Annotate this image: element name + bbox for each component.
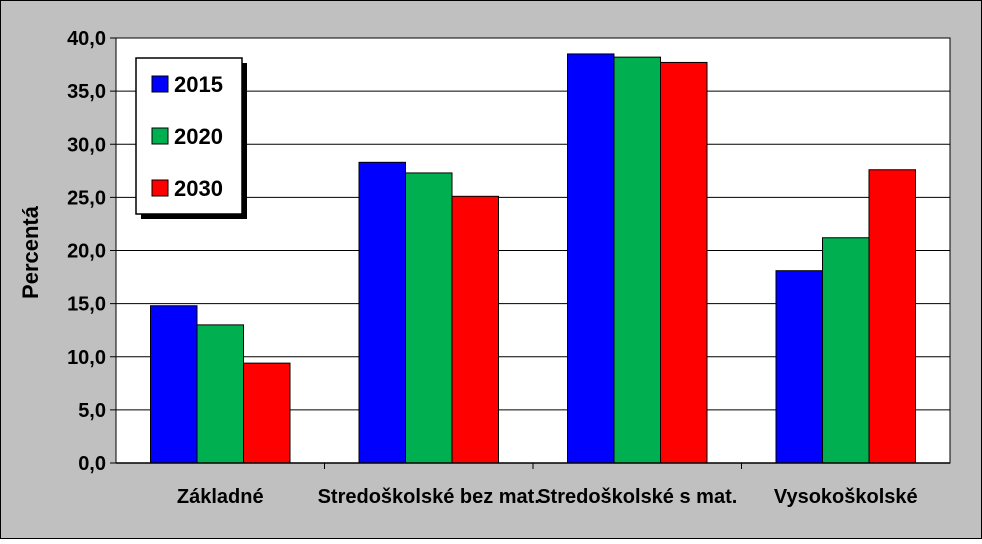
bar-2015 — [150, 305, 198, 464]
x-tick-label: Stredoškolské s mat. — [537, 486, 737, 508]
bar-2015 — [775, 270, 823, 464]
x-tick-label: Základné — [177, 486, 264, 508]
x-tick-label: Stredoškolské bez mat. — [318, 486, 540, 508]
legend-swatch-2020 — [151, 127, 169, 145]
y-axis-label: Percentá — [18, 205, 43, 299]
legend-swatch-2030 — [151, 179, 169, 197]
y-tick-label: 35,0 — [67, 81, 106, 103]
bar-2020 — [613, 56, 661, 464]
bar-2030 — [660, 61, 708, 464]
bar-2015 — [358, 161, 406, 464]
y-tick-label: 0,0 — [78, 453, 106, 475]
y-tick-label: 15,0 — [67, 294, 106, 316]
legend-label: 2015 — [174, 72, 223, 97]
y-tick-label: 30,0 — [67, 134, 106, 156]
legend-label: 2020 — [174, 124, 223, 149]
y-tick-label: 20,0 — [67, 241, 106, 263]
bar-2015 — [567, 53, 615, 464]
y-tick-label: 5,0 — [78, 400, 106, 422]
bar-2020 — [822, 237, 870, 464]
bar-2030 — [868, 169, 916, 464]
bar-2030 — [243, 362, 291, 464]
bar-2030 — [451, 195, 499, 464]
legend-swatch-2015 — [151, 75, 169, 93]
bar-2020 — [405, 172, 453, 464]
x-tick-label: Vysokoškolské — [774, 486, 918, 508]
legend-label: 2030 — [174, 176, 223, 201]
y-tick-label: 40,0 — [67, 28, 106, 50]
y-tick-label: 10,0 — [67, 347, 106, 369]
y-tick-label: 25,0 — [67, 187, 106, 209]
bar-2020 — [196, 324, 244, 464]
